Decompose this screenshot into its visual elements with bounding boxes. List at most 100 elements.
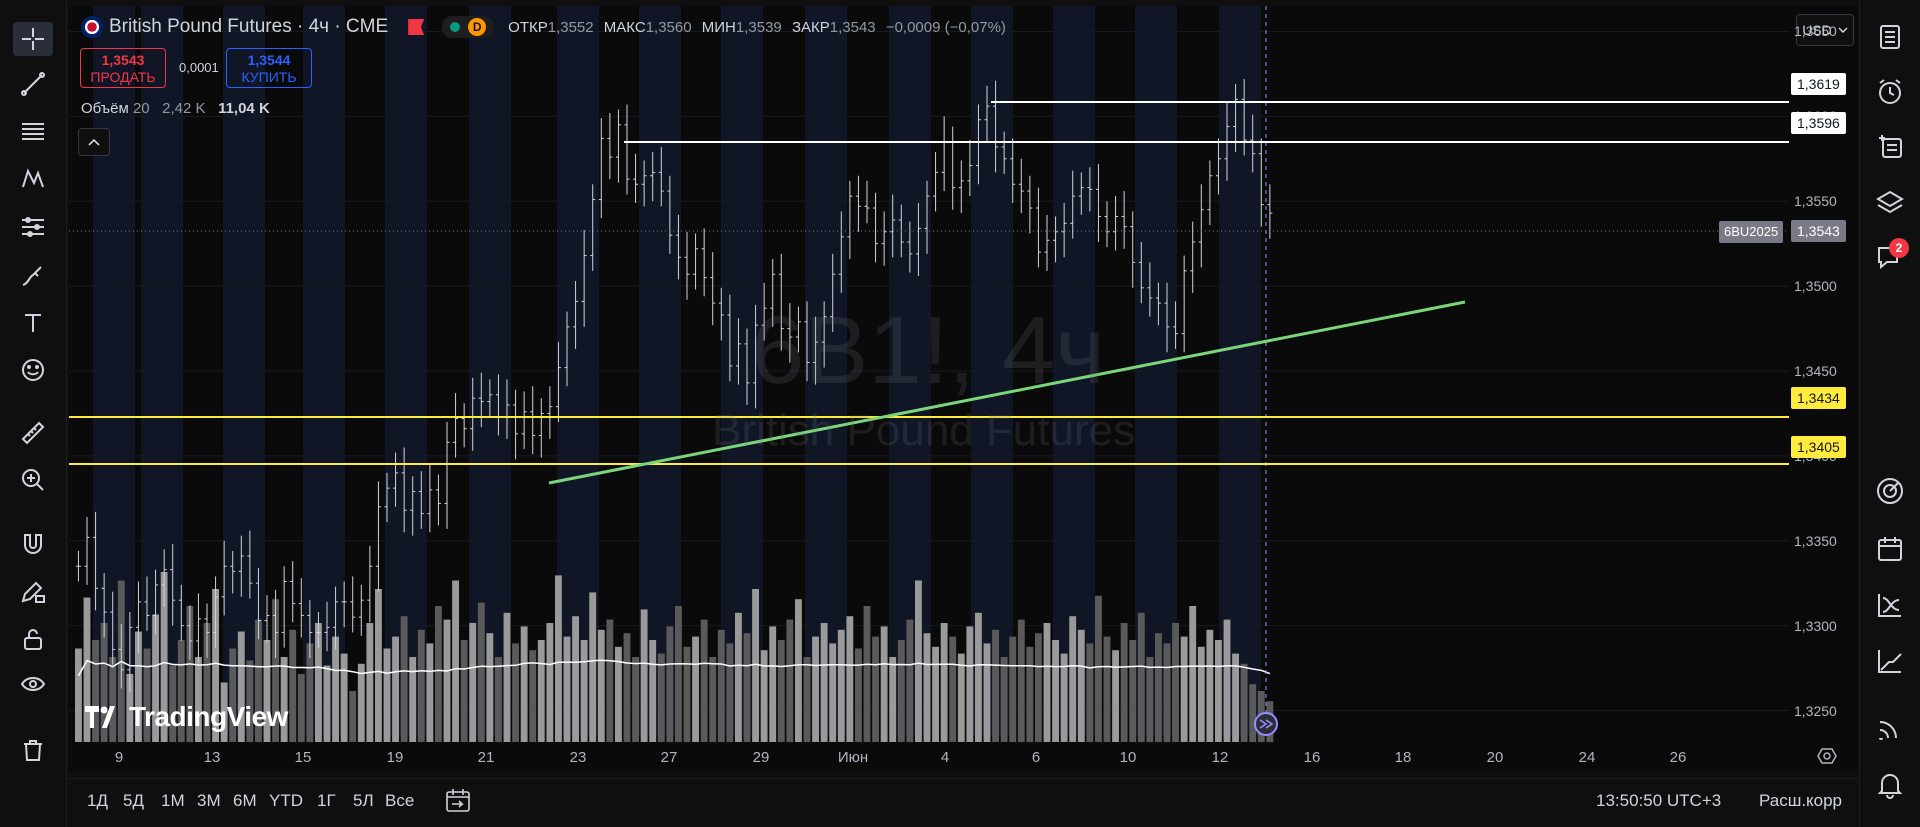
range-button-4[interactable]: 6М	[233, 791, 257, 810]
currency-select[interactable]: USD	[1796, 14, 1854, 46]
text-icon	[25, 314, 41, 332]
range-button-8[interactable]: Все	[385, 791, 415, 810]
magnet-tool-button[interactable]	[13, 527, 53, 561]
volume-bar	[177, 640, 185, 742]
range-button-5[interactable]: YTD	[269, 791, 303, 810]
ideas-button[interactable]	[1871, 472, 1909, 510]
price-chart[interactable]	[69, 6, 1858, 771]
level-price-tag[interactable]: 1,3619	[1791, 73, 1846, 96]
calendar-button[interactable]	[1871, 530, 1909, 568]
volume-bar	[1060, 653, 1068, 742]
sell-button[interactable]: 1,3543 ПРОДАТЬ	[80, 48, 166, 88]
options-button[interactable]	[1871, 642, 1909, 680]
object-tree-button[interactable]	[1871, 127, 1909, 165]
range-button-7[interactable]: 5Л	[353, 791, 374, 810]
right-widget-toolbar: 2	[1859, 0, 1920, 827]
stream-button[interactable]	[1871, 710, 1909, 748]
volume-bar	[1069, 616, 1077, 742]
adjust-data-button[interactable]: корр	[1806, 791, 1842, 810]
volume-bar	[203, 623, 211, 742]
volume-bar	[477, 602, 485, 742]
buy-button[interactable]: 1,3544 КУПИТЬ	[226, 48, 312, 88]
last-price-tag: 1,3543	[1791, 220, 1846, 242]
collapse-legend-button[interactable]	[78, 128, 110, 156]
time-tick-label: 13	[203, 749, 221, 766]
volume-bar	[820, 623, 828, 742]
range-button-0[interactable]: 1Д	[87, 791, 108, 810]
emoji-tool-button[interactable]	[13, 353, 53, 387]
broadcast-icon	[1879, 721, 1897, 740]
market-status[interactable]: D	[442, 16, 495, 38]
patterns-tool-button[interactable]	[13, 162, 53, 196]
volume-bar	[803, 657, 811, 742]
volume-bar	[640, 609, 648, 742]
watchlist-button[interactable]	[1871, 18, 1909, 56]
horizontal-lines-tool-button[interactable]	[13, 114, 53, 148]
extended-hours-button[interactable]: Расш.	[1759, 791, 1807, 810]
session-clock[interactable]: 13:50:50 UTC+3	[1596, 791, 1722, 810]
volume-bar	[169, 665, 177, 742]
range-button-6[interactable]: 1Г	[317, 791, 336, 810]
trend-line	[548, 300, 1466, 485]
volume-bar	[726, 643, 734, 742]
layers-icon	[1876, 190, 1904, 214]
volume-bar	[152, 614, 159, 742]
volume-bar	[863, 606, 871, 742]
axis-settings-button[interactable]	[1815, 744, 1839, 768]
volume-bar	[512, 643, 519, 742]
range-button-1[interactable]: 5Д	[123, 791, 144, 810]
range-button-3[interactable]: 3М	[197, 791, 221, 810]
symbol-title[interactable]: British Pound Futures · 4ч · CME	[109, 16, 389, 37]
level-price-tag[interactable]: 1,3434	[1791, 387, 1846, 410]
volume-bar	[1043, 623, 1051, 742]
volume-bar	[615, 646, 622, 742]
time-tick-label: 6	[1031, 749, 1041, 766]
remove-drawings-button[interactable]	[13, 733, 53, 767]
flag-marker-icon[interactable]	[408, 19, 425, 35]
volume-bar	[795, 599, 802, 742]
list-icon	[1880, 25, 1900, 49]
crosshair-tool-button[interactable]	[13, 22, 53, 56]
chats-button[interactable]: 2	[1871, 238, 1909, 276]
volume-bar	[306, 643, 314, 742]
volume-bar	[1137, 612, 1145, 742]
alerts-button[interactable]	[1871, 73, 1909, 111]
volume-bar	[160, 572, 168, 742]
volume-bar	[443, 619, 451, 742]
price-tick-label: 1,3300	[1794, 617, 1837, 634]
volume-bar	[769, 626, 777, 742]
volume-bar	[623, 633, 631, 742]
volume-bar	[1035, 633, 1042, 742]
tradingview-logo[interactable]: TradingView	[85, 701, 288, 733]
ohlc-values: ОТКР1,3552 МАКС1,3560 МИН1,3539 ЗАКР1,35…	[508, 18, 1006, 36]
ruler-tool-button[interactable]	[13, 416, 53, 450]
hide-drawings-button[interactable]	[13, 667, 53, 701]
volume-bar	[212, 589, 219, 742]
time-tick-label: 29	[752, 749, 770, 766]
volume-bar	[1155, 633, 1162, 742]
layers-button[interactable]	[1871, 183, 1909, 221]
volume-bar	[1163, 643, 1171, 742]
brush-tool-button[interactable]	[13, 258, 53, 292]
notifications-button[interactable]	[1871, 766, 1909, 804]
zoom-tool-button[interactable]	[13, 463, 53, 497]
forecast-tool-button[interactable]	[13, 210, 53, 244]
text-tool-button[interactable]	[13, 306, 53, 340]
volume-bar	[829, 643, 837, 742]
level-price-tag[interactable]: 1,3405	[1791, 436, 1846, 459]
volume-bar	[1206, 629, 1214, 742]
lock-all-button[interactable]	[13, 622, 53, 656]
go-to-date-button[interactable]	[443, 787, 473, 815]
range-button-2[interactable]: 1М	[161, 791, 185, 810]
strategy-button[interactable]	[1871, 586, 1909, 624]
volume-bar	[889, 657, 897, 742]
trend-line-tool-button[interactable]	[13, 67, 53, 101]
level-price-tag[interactable]: 1,3596	[1791, 112, 1846, 135]
volume-legend[interactable]: Объём 20 2,42 K 11,04 K	[81, 100, 270, 117]
volume-bar	[375, 589, 382, 742]
volume-bar	[280, 657, 288, 742]
chart-pane[interactable]: 6B1!, 4ч British Pound Futures British P…	[69, 6, 1858, 771]
market-open-icon	[450, 22, 461, 32]
lock-drawings-button[interactable]	[13, 574, 53, 608]
volume-bar	[1240, 663, 1248, 742]
